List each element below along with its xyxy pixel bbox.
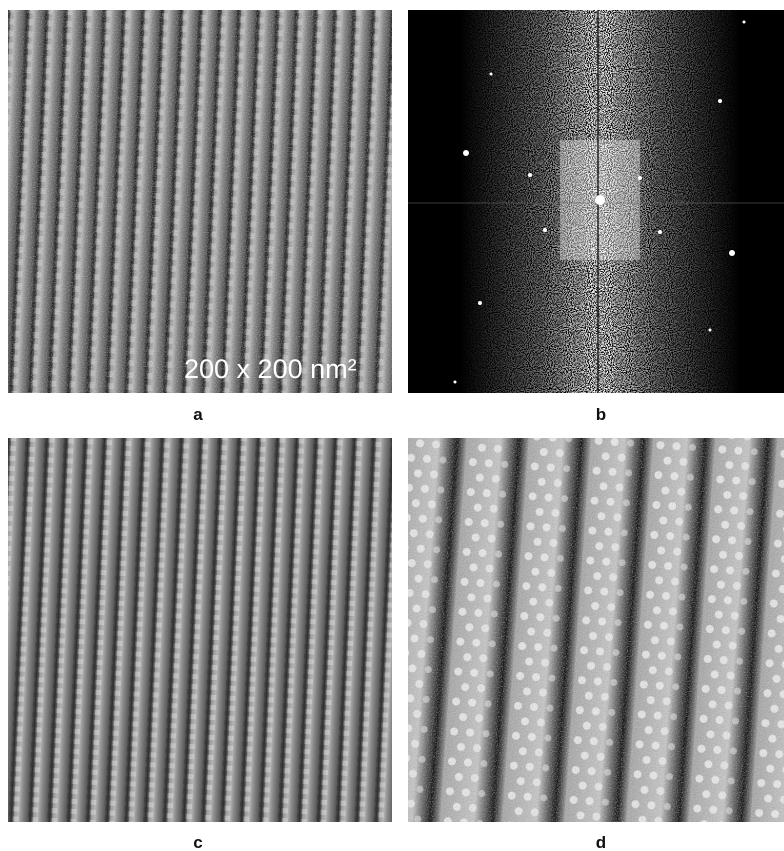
panel-label: c [193,833,202,851]
panel-b [408,10,784,393]
panel-label: a [193,405,203,424]
panel-label: b [596,405,606,424]
scale-label: 200 x 200 nm² [184,354,357,384]
fft-spots [453,20,746,384]
panel-a: 200 x 200 nm² [8,10,392,393]
zoom-image [408,438,784,822]
stm-image [8,10,392,393]
filtered-image [8,438,392,822]
panel-label: d [596,833,606,851]
